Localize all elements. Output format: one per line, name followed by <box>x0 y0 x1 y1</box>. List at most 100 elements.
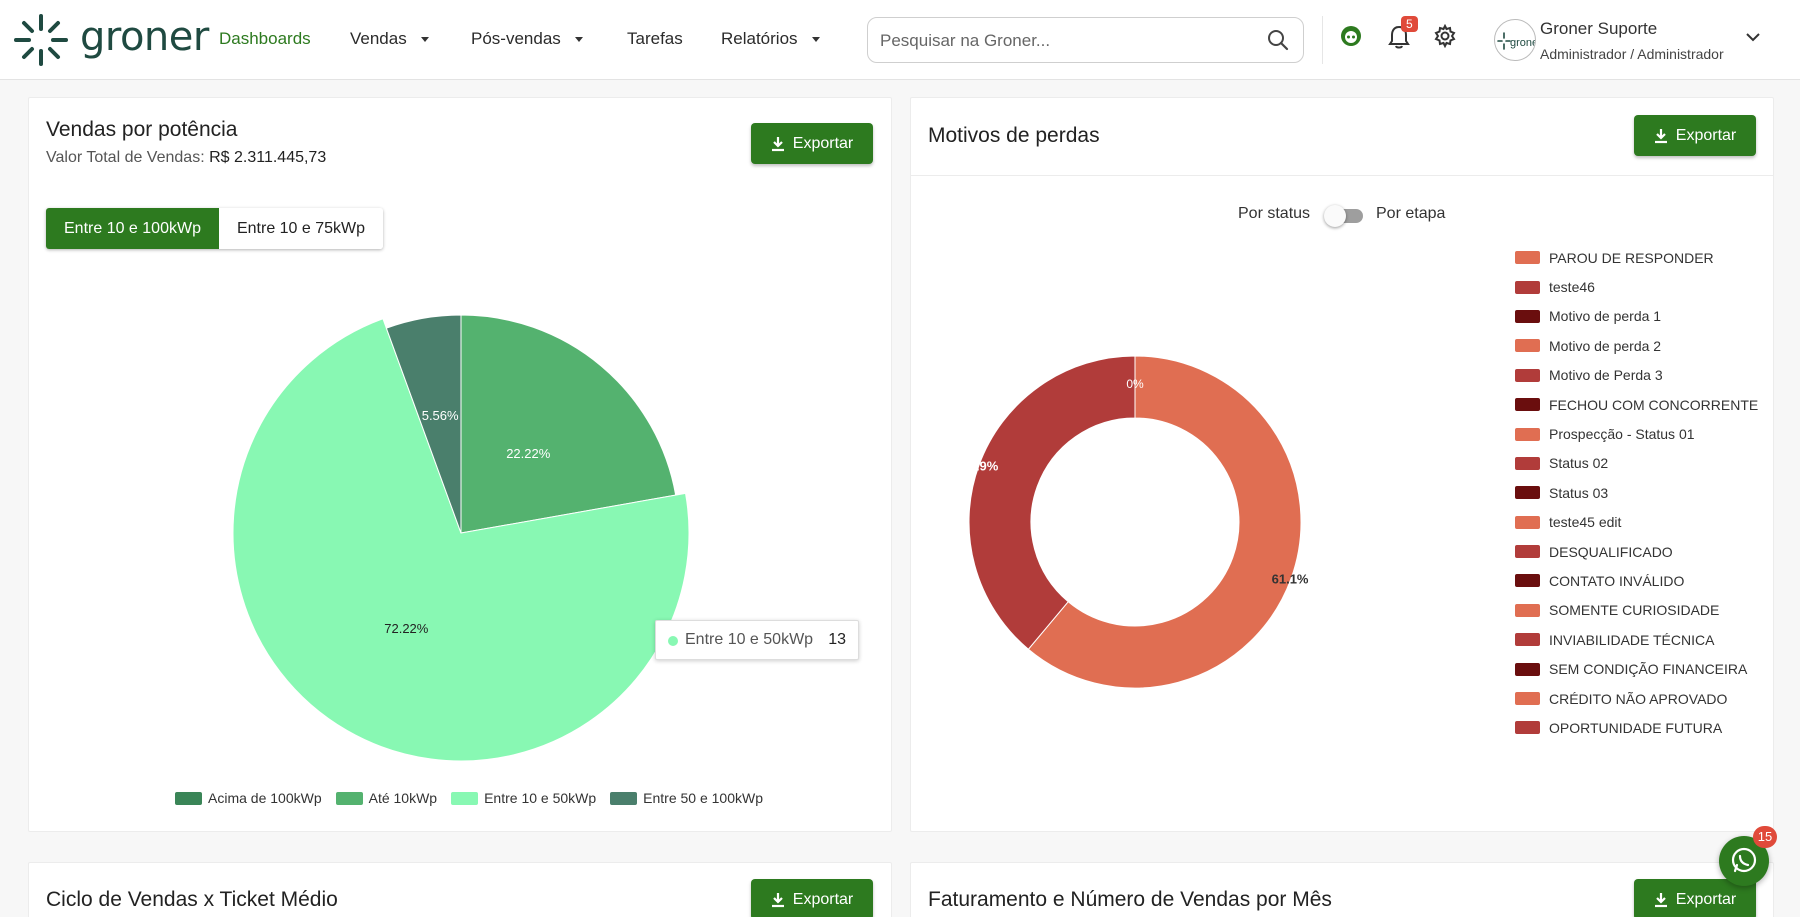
tab-10-75kwp[interactable]: Entre 10 e 75kWp <box>218 208 384 249</box>
legend-swatch <box>1515 545 1540 559</box>
legend-item[interactable]: teste45 edit <box>1515 508 1758 537</box>
groner-logo-icon <box>14 14 68 66</box>
legend-label: PAROU DE RESPONDER <box>1549 249 1714 266</box>
tab-10-100kwp[interactable]: Entre 10 e 100kWp <box>46 208 219 249</box>
brand-name: groner <box>80 14 209 60</box>
tooltip-value: 13 <box>828 631 846 648</box>
export-label: Exportar <box>792 134 854 152</box>
legend-swatch <box>451 791 479 805</box>
loss-reasons-donut-chart: 61.1% 38.9% 0% <box>961 355 1309 689</box>
legend-label: Motivo de Perda 3 <box>1549 367 1663 384</box>
legend-swatch <box>1515 633 1540 647</box>
chart-tooltip: Entre 10 e 50kWp 13 <box>655 620 859 660</box>
nav-pos-vendas[interactable]: Pós-vendas <box>471 29 583 49</box>
user-role: Administrador / Administrador <box>1540 46 1724 62</box>
legend-item[interactable]: Até 10kWp <box>335 790 437 806</box>
loss-reasons-legend: PAROU DE RESPONDER teste46 Motivo de perda… <box>1515 243 1758 743</box>
legend-swatch <box>1515 662 1540 676</box>
toggle-label-status: Por status <box>1238 205 1311 222</box>
search-input[interactable] <box>880 28 1260 54</box>
gear-icon[interactable] <box>1433 24 1457 48</box>
whatsapp-icon <box>1731 847 1757 873</box>
legend-label: DESQUALIFICADO <box>1549 543 1673 560</box>
export-button[interactable]: Exportar <box>1634 115 1756 156</box>
nav-label: Vendas <box>350 29 407 48</box>
nav-vendas[interactable]: Vendas <box>350 29 429 49</box>
nav-label: Tarefas <box>627 29 683 48</box>
donut-slice-1[interactable] <box>968 355 1136 650</box>
legend-item[interactable]: CONTATO INVÁLIDO <box>1515 566 1758 595</box>
card-title: Ciclo de Vendas x Ticket Médio <box>46 888 338 911</box>
card-title: Motivos de perdas <box>928 124 1100 147</box>
legend-label: SOMENTE CURIOSIDADE <box>1549 602 1720 619</box>
svg-text:groner: groner <box>1510 37 1536 49</box>
export-button[interactable]: Exportar <box>1634 879 1756 917</box>
legend-item[interactable]: Motivo de perda 1 <box>1515 302 1758 331</box>
export-button[interactable]: Exportar <box>751 123 873 164</box>
toggle-knob[interactable] <box>1324 205 1346 227</box>
top-navbar: groner Dashboards Vendas Pós-vendas Tare… <box>0 0 1800 80</box>
legend-label: Prospecção - Status 01 <box>1549 426 1695 443</box>
legend-item[interactable]: PAROU DE RESPONDER <box>1515 243 1758 272</box>
caret-down-icon <box>574 36 583 42</box>
legend-swatch <box>335 791 363 805</box>
legend-item[interactable]: Motivo de Perda 3 <box>1515 361 1758 390</box>
legend-swatch <box>1515 280 1540 294</box>
assistant-bot-icon[interactable] <box>1339 24 1363 48</box>
donut-slice-0[interactable] <box>1027 355 1302 689</box>
nav-relatorios[interactable]: Relatórios <box>721 29 820 49</box>
nav-label: Pós-vendas <box>471 29 561 48</box>
legend-swatch <box>1515 368 1540 382</box>
legend-label: teste46 <box>1549 279 1595 296</box>
legend-swatch <box>610 791 638 805</box>
export-label: Exportar <box>792 890 854 908</box>
export-button[interactable]: Exportar <box>751 879 873 917</box>
legend-label: Status 02 <box>1549 455 1609 472</box>
legend-item[interactable]: SEM CONDIÇÃO FINANCEIRA <box>1515 654 1758 683</box>
pie-slice-1[interactable] <box>460 314 677 534</box>
pie-slice-label: 22.22% <box>506 446 551 461</box>
card-header-divider <box>911 175 1773 176</box>
legend-label: Motivo de perda 2 <box>1549 337 1662 354</box>
monthly-billing-card <box>910 862 1774 917</box>
groner-logo[interactable]: groner <box>12 12 209 68</box>
search-icon[interactable] <box>1267 29 1289 51</box>
legend-item[interactable]: Prospecção - Status 01 <box>1515 419 1758 448</box>
export-label: Exportar <box>1675 890 1737 908</box>
legend-swatch <box>1515 515 1540 529</box>
groner-avatar-logo-icon: groner <box>1497 32 1536 50</box>
legend-item[interactable]: Status 02 <box>1515 449 1758 478</box>
pie-slice-3[interactable] <box>385 314 462 534</box>
legend-item[interactable]: teste46 <box>1515 272 1758 301</box>
export-label: Exportar <box>1675 126 1737 144</box>
legend-swatch <box>1515 603 1540 617</box>
nav-label: Dashboards <box>219 29 311 48</box>
legend-item[interactable]: Motivo de perda 2 <box>1515 331 1758 360</box>
nav-dashboards[interactable]: Dashboards <box>219 29 311 49</box>
legend-swatch <box>1515 251 1540 265</box>
tooltip-label: Entre 10 e 50kWp <box>685 631 814 648</box>
card-title: Vendas por potência <box>46 118 238 141</box>
legend-item[interactable]: OPORTUNIDADE FUTURA <box>1515 713 1758 742</box>
download-icon <box>771 136 784 151</box>
legend-item[interactable]: DESQUALIFICADO <box>1515 537 1758 566</box>
legend-item[interactable]: FECHOU COM CONCORRENTE <box>1515 390 1758 419</box>
legend-item[interactable]: Entre 50 e 100kWp <box>610 790 763 806</box>
legend-item[interactable]: SOMENTE CURIOSIDADE <box>1515 596 1758 625</box>
notification-count-badge: 5 <box>1401 16 1418 32</box>
avatar[interactable]: groner <box>1494 19 1536 61</box>
legend-item[interactable]: CRÉDITO NÃO APROVADO <box>1515 684 1758 713</box>
nav-tarefas[interactable]: Tarefas <box>627 29 683 49</box>
legend-swatch <box>1515 692 1540 706</box>
legend-label: OPORTUNIDADE FUTURA <box>1549 719 1723 736</box>
donut-slice-label: 38.9% <box>961 459 998 474</box>
legend-label: teste45 edit <box>1549 514 1622 531</box>
legend-item[interactable]: Acima de 100kWp <box>175 790 322 806</box>
legend-label: CRÉDITO NÃO APROVADO <box>1549 690 1728 707</box>
legend-swatch <box>1515 574 1540 588</box>
legend-item[interactable]: Status 03 <box>1515 478 1758 507</box>
legend-item[interactable]: INVIABILIDADE TÉCNICA <box>1515 625 1758 654</box>
chevron-down-icon[interactable] <box>1745 32 1761 42</box>
legend-item[interactable]: Entre 10 e 50kWp <box>451 790 596 806</box>
user-name: Groner Suporte <box>1540 19 1658 38</box>
